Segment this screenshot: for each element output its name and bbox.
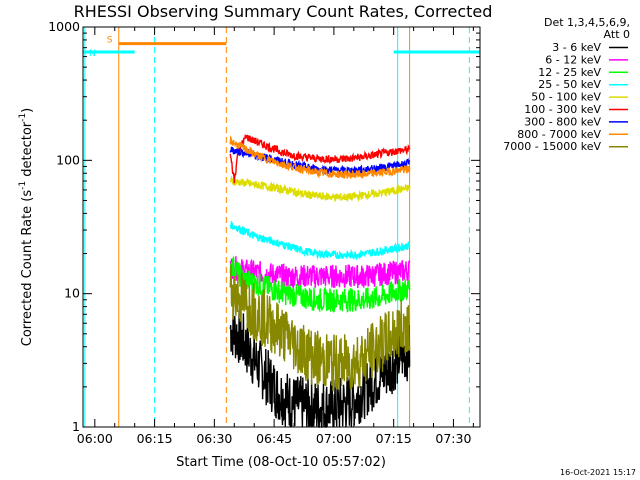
observing-flag-label: S — [107, 36, 113, 46]
legend-item-label: 6 - 12 keV — [545, 53, 601, 66]
legend-header-line1: Det 1,3,4,5,6,9, — [544, 16, 630, 29]
legend-item-label: 12 - 25 keV — [538, 66, 601, 79]
legend-item-label: 800 - 7000 keV — [517, 128, 601, 141]
x-tick-label: 06:45 — [256, 431, 292, 446]
series-line — [229, 134, 411, 184]
series-line — [229, 175, 411, 203]
x-tick-label: 06:00 — [77, 431, 113, 446]
x-axis-label: Start Time (08-Oct-10 05:57:02) — [176, 455, 386, 470]
x-tick-label: 07:15 — [376, 431, 412, 446]
y-tick-label: 100 — [56, 152, 80, 167]
x-tick-label: 07:30 — [435, 431, 471, 446]
series-line — [229, 264, 411, 392]
x-tick-label: 07:00 — [316, 431, 352, 446]
observing-flag-label: N — [89, 49, 96, 59]
series-line — [229, 134, 411, 180]
legend-item-label: 7000 - 15000 keV — [503, 140, 601, 153]
x-tick-label: 06:30 — [196, 431, 232, 446]
legend-item-label: 100 - 300 keV — [524, 103, 601, 116]
series-line — [229, 308, 411, 428]
legend-header-line2: Att 0 — [604, 28, 630, 41]
chart-title: RHESSI Observing Summary Count Rates, Co… — [74, 2, 493, 21]
series-line — [229, 256, 411, 289]
legend-item-label: 3 - 6 keV — [552, 41, 601, 54]
plot-frame — [82, 26, 481, 428]
legend-item-label: 25 - 50 keV — [538, 78, 601, 91]
y-axis-label: Corrected Count Rate (s-1 detector-1) — [18, 108, 35, 346]
y-tick-label: 1 — [72, 419, 80, 434]
date-stamp: 16-Oct-2021 15:17 — [560, 468, 636, 477]
legend-item-label: 300 - 800 keV — [524, 115, 601, 128]
series-line — [229, 221, 411, 261]
x-tick-label: 06:15 — [137, 431, 173, 446]
legend-item-label: 50 - 100 keV — [531, 91, 601, 104]
series-line — [229, 256, 411, 314]
y-tick-label: 1000 — [48, 19, 80, 34]
y-tick-label: 10 — [64, 286, 80, 301]
